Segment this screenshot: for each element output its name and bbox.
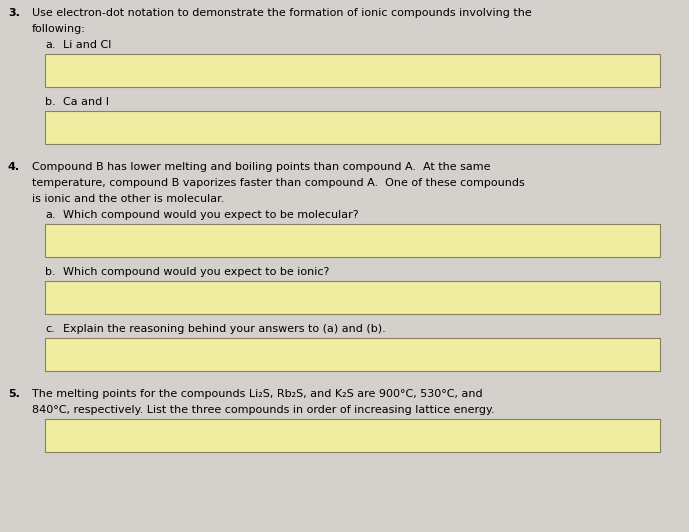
Text: 3.: 3. [8,8,20,18]
Text: b.: b. [45,97,56,107]
Text: a.: a. [45,40,56,50]
Text: Which compound would you expect to be molecular?: Which compound would you expect to be mo… [63,210,359,220]
Text: Li and Cl: Li and Cl [63,40,112,50]
Text: Ca and I: Ca and I [63,97,109,107]
Text: Use electron-dot notation to demonstrate the formation of ionic compounds involv: Use electron-dot notation to demonstrate… [32,8,532,18]
Text: Explain the reasoning behind your answers to (a) and (b).: Explain the reasoning behind your answer… [63,324,386,334]
Text: is ionic and the other is molecular.: is ionic and the other is molecular. [32,194,225,204]
Text: a.: a. [45,210,56,220]
Bar [45,54,660,87]
Text: The melting points for the compounds Li₂S, Rb₂S, and K₂S are 900°C, 530°C, and: The melting points for the compounds Li₂… [32,389,482,399]
Bar [45,111,660,144]
Text: 4.: 4. [8,162,20,172]
Bar [45,281,660,314]
Bar [45,419,660,452]
Text: following:: following: [32,24,86,34]
Text: 5.: 5. [8,389,20,399]
Text: temperature, compound B vaporizes faster than compound A.  One of these compound: temperature, compound B vaporizes faster… [32,178,525,188]
Text: Which compound would you expect to be ionic?: Which compound would you expect to be io… [63,267,329,277]
Bar [45,224,660,257]
Text: Compound B has lower melting and boiling points than compound A.  At the same: Compound B has lower melting and boiling… [32,162,491,172]
Bar [45,338,660,371]
Text: 840°C, respectively. List the three compounds in order of increasing lattice ene: 840°C, respectively. List the three comp… [32,405,495,415]
Text: b.: b. [45,267,56,277]
Text: c.: c. [45,324,54,334]
